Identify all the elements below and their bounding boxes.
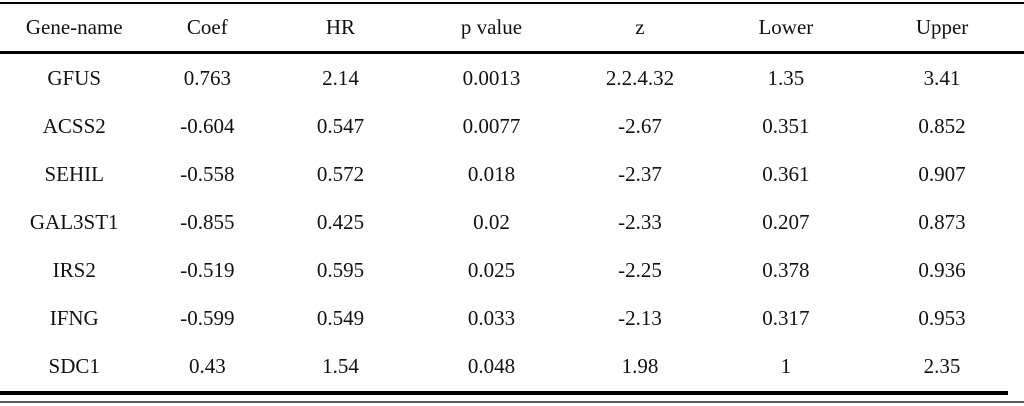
- table-row: ACSS2 -0.604 0.547 0.0077 -2.67 0.351 0.852: [0, 102, 1024, 150]
- table-row: IRS2 -0.519 0.595 0.025 -2.25 0.378 0.936: [0, 246, 1024, 294]
- value-cell: 1.35: [767, 65, 805, 90]
- value-cell: 2.14: [322, 65, 359, 90]
- table-bottom-thick-rule: [0, 391, 1008, 395]
- value-cell: 1.54: [322, 353, 359, 378]
- value-cell: 0.0077: [462, 113, 521, 138]
- value-cell: -0.519: [180, 257, 235, 282]
- value-cell: 0.953: [918, 305, 966, 330]
- table-row: SDC1 0.43 1.54 0.048 1.98 1 2.35: [0, 342, 1024, 390]
- table-bottom-thin-rule: [0, 401, 1024, 403]
- value-cell: 2.2.4.32: [605, 65, 675, 90]
- value-cell: 0.317: [762, 305, 810, 330]
- value-cell: -2.33: [618, 209, 662, 234]
- column-header-p-value: p value: [414, 4, 569, 54]
- value-cell: 0.378: [762, 257, 810, 282]
- value-cell: 2.35: [923, 353, 961, 378]
- value-cell: 1.98: [621, 353, 659, 378]
- table-row: GFUS 0.763 2.14 0.0013 2.2.4.32 1.35 3.41: [0, 53, 1024, 103]
- table-header: Gene-name Coef HR p value z Lower Upper: [0, 4, 1024, 54]
- value-cell: 0.595: [316, 257, 365, 282]
- column-header-z: z: [568, 4, 712, 54]
- value-cell: -0.855: [180, 209, 235, 234]
- value-cell: 0.018: [467, 161, 516, 186]
- value-cell: 0.351: [762, 113, 810, 138]
- value-cell: -2.67: [618, 113, 662, 138]
- value-cell: -0.599: [180, 305, 235, 330]
- gene-name-cell: ACSS2: [42, 113, 106, 138]
- value-cell: 0.43: [188, 353, 226, 378]
- value-cell: -2.13: [618, 305, 662, 330]
- value-cell: -0.604: [180, 113, 235, 138]
- value-cell: 0.425: [316, 209, 365, 234]
- value-cell: 0.02: [473, 209, 510, 234]
- value-cell: 0.361: [762, 161, 810, 186]
- value-cell: 0.033: [467, 305, 516, 330]
- value-cell: 1: [780, 353, 792, 378]
- gene-name-cell: GAL3ST1: [29, 209, 119, 234]
- value-cell: -2.37: [618, 161, 662, 186]
- value-cell: 0.048: [467, 353, 516, 378]
- value-cell: -2.25: [618, 257, 662, 282]
- column-header-coef: Coef: [148, 4, 267, 54]
- gene-name-cell: IRS2: [52, 257, 96, 282]
- gene-survival-results-table: Gene-name Coef HR p value z Lower Upper GFUS 0.…: [0, 4, 1024, 390]
- value-cell: 3.41: [923, 65, 961, 90]
- value-cell: 0.763: [183, 65, 231, 90]
- table-header-row: Gene-name Coef HR p value z Lower Upper: [0, 4, 1024, 54]
- column-header-hr: HR: [266, 4, 415, 54]
- column-header-gene-name: Gene-name: [0, 4, 149, 54]
- gene-name-cell: GFUS: [47, 65, 102, 90]
- column-header-lower: Lower: [711, 4, 861, 54]
- gene-name-cell: IFNG: [49, 305, 99, 330]
- table-row: SEHIL -0.558 0.572 0.018 -2.37 0.361 0.907: [0, 150, 1024, 198]
- value-cell: 0.025: [467, 257, 516, 282]
- value-cell: 0.0013: [462, 65, 521, 90]
- value-cell: 0.207: [762, 209, 810, 234]
- value-cell: 0.549: [316, 305, 365, 330]
- value-cell: 0.547: [316, 113, 365, 138]
- table-row: IFNG -0.599 0.549 0.033 -2.13 0.317 0.953: [0, 294, 1024, 342]
- table-row: GAL3ST1 -0.855 0.425 0.02 -2.33 0.207 0.873: [0, 198, 1024, 246]
- gene-name-cell: SEHIL: [44, 161, 104, 186]
- value-cell: 0.873: [918, 209, 966, 234]
- value-cell: 0.572: [316, 161, 365, 186]
- value-cell: -0.558: [180, 161, 235, 186]
- table-top-rule: [0, 2, 1024, 4]
- value-cell: 0.852: [918, 113, 966, 138]
- table-body: GFUS 0.763 2.14 0.0013 2.2.4.32 1.35 3.41 ACSS2…: [0, 53, 1024, 391]
- value-cell: 0.907: [918, 161, 966, 186]
- value-cell: 0.936: [918, 257, 966, 282]
- column-header-upper: Upper: [860, 4, 1024, 54]
- gene-name-cell: SDC1: [48, 353, 100, 378]
